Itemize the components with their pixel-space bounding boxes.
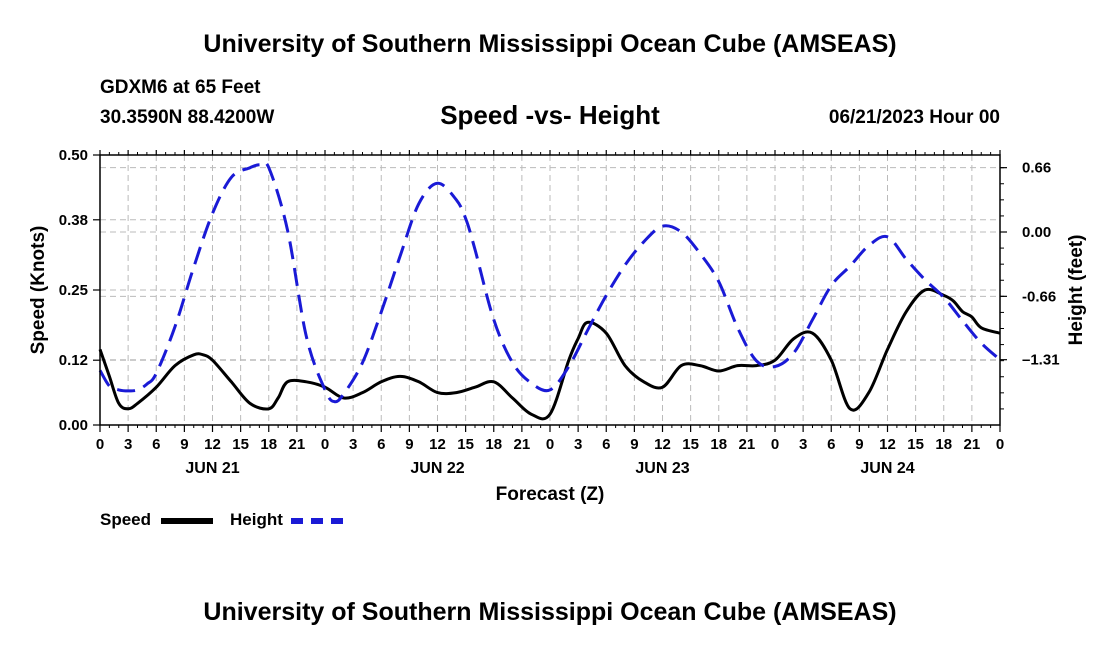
x-tick-label: 9 — [405, 436, 413, 453]
x-tick-label: 3 — [124, 436, 132, 453]
legend-height-swatch — [291, 518, 343, 524]
y-left-axis-title: Speed (Knots) — [28, 226, 49, 355]
station-label: GDXM6 at 65 Feet — [100, 77, 261, 98]
legend-speed-label: Speed — [100, 510, 152, 529]
x-tick-label: 12 — [654, 436, 671, 453]
x-tick-label: 6 — [152, 436, 160, 453]
speed-height-chart: 0 3 6 9 12 15 18 21 0 3 6 9 12 15 18 21 0 3 6 9 12 15 18 21 0 3 6 9… — [28, 147, 1087, 505]
x-axis-title: Forecast (Z) — [496, 484, 605, 505]
x-tick-label: 18 — [260, 436, 277, 453]
day-label: JUN 21 — [185, 460, 239, 477]
x-tick-label: 21 — [964, 436, 981, 453]
x-tick-label: 0 — [321, 436, 329, 453]
axis-labels: 0 3 6 9 12 15 18 21 0 3 6 9 12 15 18 21 0 3 6 9 12 15 18 21 0 3 6 9… — [59, 147, 1060, 477]
y-left-tick-label: 0.38 — [59, 212, 88, 229]
x-tick-label: 0 — [771, 436, 779, 453]
y-left-tick-label: 0.12 — [59, 352, 88, 369]
forecast-date: 06/21/2023 Hour 00 — [828, 107, 1000, 128]
series-lines — [98, 160, 1002, 421]
speed-series-line — [98, 287, 1001, 421]
coordinates-label: 30.3590N 88.4200W — [100, 107, 275, 128]
x-tick-label: 18 — [935, 436, 952, 453]
y-right-tick-label: 0.00 — [1022, 224, 1051, 241]
x-tick-label: 6 — [602, 436, 610, 453]
y-right-axis-title: Height (feet) — [1066, 235, 1087, 346]
x-tick-label: 12 — [204, 436, 221, 453]
footer-title: University of Southern Mississippi Ocean… — [203, 598, 897, 626]
x-tick-label: 3 — [349, 436, 357, 453]
x-tick-label: 12 — [429, 436, 446, 453]
x-tick-label: 9 — [180, 436, 188, 453]
plot-frame — [99, 154, 1001, 426]
y-right-tick-label: 0.66 — [1022, 160, 1051, 177]
x-tick-label: 0 — [546, 436, 554, 453]
x-tick-label: 15 — [457, 436, 474, 453]
main-title: University of Southern Mississippi Ocean… — [203, 30, 897, 58]
x-tick-label: 0 — [996, 436, 1004, 453]
y-left-tick-label: 0.00 — [59, 417, 88, 434]
x-tick-label: 9 — [630, 436, 638, 453]
x-tick-label: 18 — [485, 436, 502, 453]
x-tick-label: 15 — [907, 436, 924, 453]
day-label: JUN 24 — [860, 460, 914, 477]
x-tick-label: 6 — [377, 436, 385, 453]
x-tick-label: 6 — [827, 436, 835, 453]
x-tick-label: 3 — [799, 436, 807, 453]
legend-height-label: Height — [230, 510, 283, 529]
y-left-tick-label: 0.25 — [59, 282, 88, 299]
x-tick-label: 15 — [232, 436, 249, 453]
x-tick-label: 15 — [682, 436, 699, 453]
legend-speed-swatch — [161, 518, 213, 524]
height-series-line — [98, 160, 1002, 404]
x-tick-label: 21 — [514, 436, 531, 453]
x-tick-label: 9 — [855, 436, 863, 453]
day-label: JUN 23 — [635, 460, 689, 477]
x-tick-label: 12 — [879, 436, 896, 453]
chart-title: Speed -vs- Height — [440, 100, 660, 130]
y-right-tick-label: -0.66 — [1022, 288, 1056, 305]
y-left-tick-label: 0.50 — [59, 147, 88, 164]
x-tick-label: 21 — [739, 436, 756, 453]
x-tick-label: 21 — [289, 436, 306, 453]
x-tick-label: 3 — [574, 436, 582, 453]
x-tick-label: 18 — [710, 436, 727, 453]
y-right-tick-label: –1.31 — [1022, 352, 1060, 369]
x-tick-label: 0 — [96, 436, 104, 453]
day-label: JUN 22 — [410, 460, 464, 477]
